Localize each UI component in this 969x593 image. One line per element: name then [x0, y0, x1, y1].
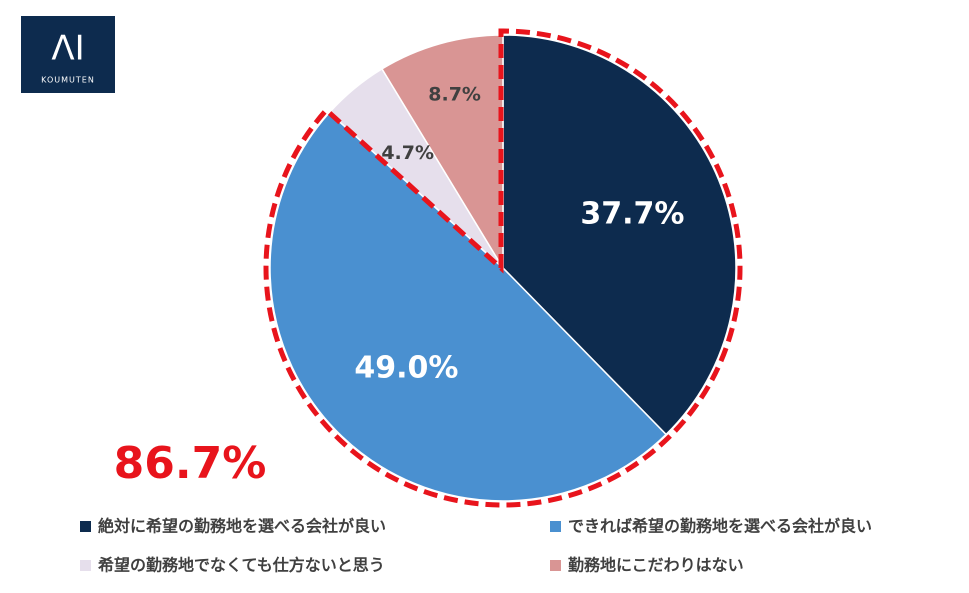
pie-slice [380, 34, 504, 271]
data-label: 4.7% [381, 142, 434, 164]
legend-label: 希望の勤務地でなくても仕方ないと思う [98, 556, 385, 575]
legend-label: 絶対に希望の勤務地を選べる会社が良い [98, 517, 386, 536]
legend-swatch [550, 521, 561, 532]
logo-box [21, 16, 115, 93]
annotation: 86.7% [114, 438, 267, 489]
legend-swatch [80, 521, 91, 532]
logo-mark: ΛI [51, 29, 84, 69]
pie-slice [269, 111, 668, 502]
legend-label: できれば希望の勤務地を選べる会社が良い [568, 517, 872, 536]
logo-name: KOUMUTEN [41, 76, 95, 85]
data-label: 37.7% [580, 197, 684, 232]
data-label: 8.7% [428, 84, 481, 106]
pie-slice [502, 34, 737, 436]
highlight-outline [263, 28, 743, 508]
legend-label: 勤務地にこだわりはない [568, 556, 744, 575]
data-label: 49.0% [354, 351, 458, 386]
legend-swatch [550, 560, 561, 571]
legend-swatch [80, 560, 91, 571]
